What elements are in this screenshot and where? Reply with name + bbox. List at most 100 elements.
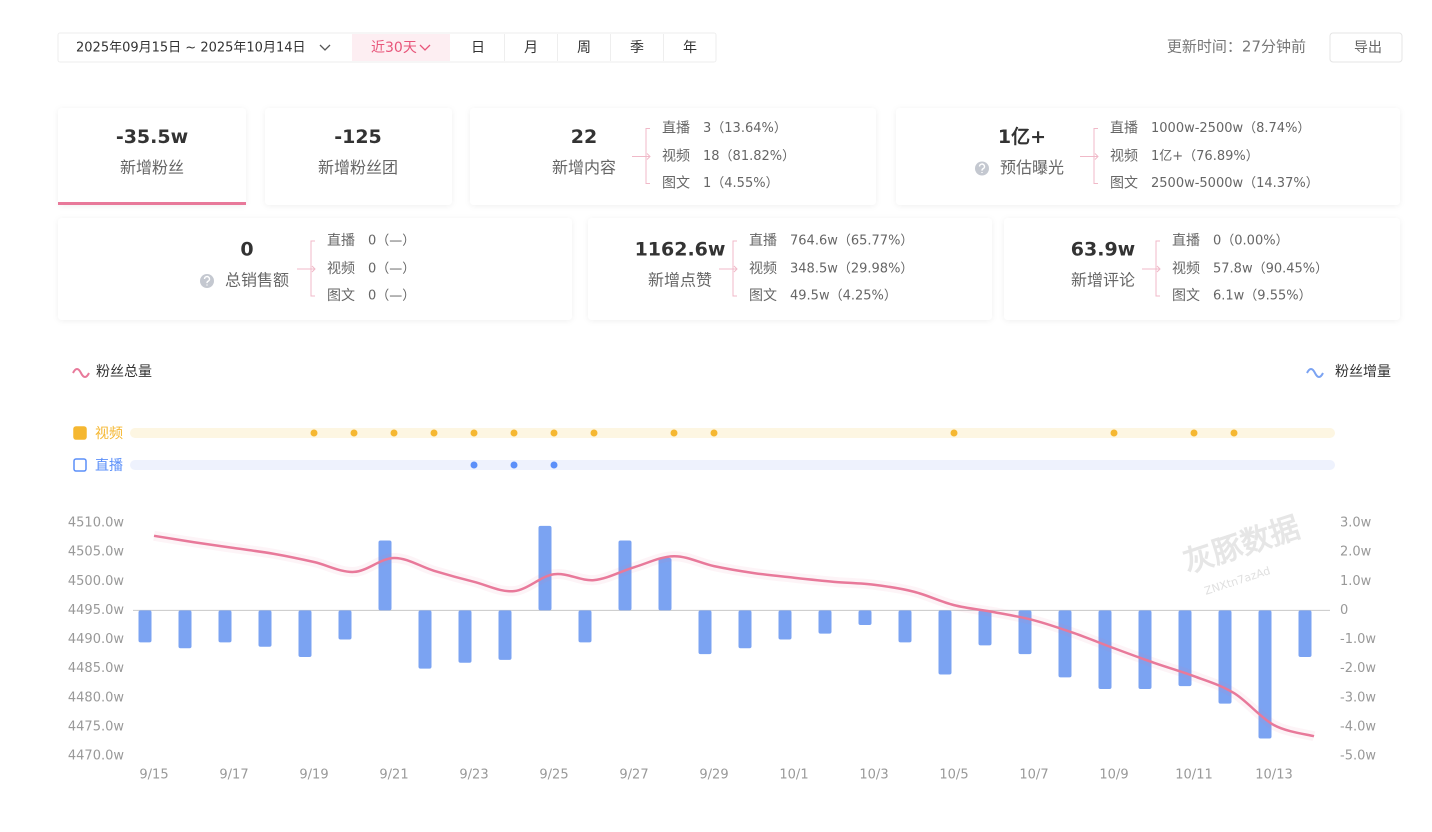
event-dot[interactable]	[470, 461, 478, 469]
event-dot[interactable]	[1230, 429, 1238, 437]
event-dot[interactable]	[510, 429, 518, 437]
card[interactable]	[58, 108, 246, 205]
bar[interactable]	[338, 610, 352, 640]
update-time: 更新时间：27分钟前	[1167, 38, 1306, 56]
help-icon[interactable]	[975, 161, 989, 176]
bar[interactable]	[1258, 610, 1272, 739]
card-label: 新增评论	[1071, 271, 1135, 290]
bar[interactable]	[458, 610, 472, 663]
bar[interactable]	[658, 557, 672, 611]
bar[interactable]	[178, 610, 192, 649]
bar[interactable]	[138, 610, 152, 643]
bar[interactable]	[978, 610, 992, 646]
breakdown-value: 6.1w（9.55%）	[1213, 289, 1312, 304]
event-dot[interactable]	[1190, 429, 1198, 437]
bar[interactable]	[578, 610, 592, 643]
help-glyph	[203, 275, 211, 286]
period-tab[interactable]: 周	[577, 40, 591, 56]
quick-range-bg[interactable]	[352, 34, 450, 61]
event-dot[interactable]	[310, 429, 318, 437]
event-dot[interactable]	[550, 429, 558, 437]
breakdown-value: 0（0.00%）	[1213, 234, 1289, 249]
event-dot[interactable]	[950, 429, 958, 437]
breakdown-name: 直播	[327, 232, 355, 249]
bar[interactable]	[818, 610, 832, 634]
bar[interactable]	[1058, 610, 1072, 678]
card-label: 总销售额	[225, 271, 289, 290]
event-dot[interactable]	[550, 461, 558, 469]
card[interactable]	[588, 218, 992, 320]
y2-tick-label: -4.0w	[1340, 719, 1376, 734]
bar[interactable]	[538, 525, 552, 611]
bar[interactable]	[1018, 610, 1032, 655]
bar[interactable]	[378, 540, 392, 611]
x-tick-label: 10/5	[939, 768, 968, 783]
x-tick-label: 9/29	[699, 768, 728, 783]
period-tab[interactable]: 季	[630, 40, 644, 56]
date-range[interactable]: 2025年09月15日 ~ 2025年10月14日	[76, 41, 306, 56]
event-dot[interactable]	[670, 429, 678, 437]
bar[interactable]	[298, 610, 312, 657]
breakdown-name: 视频	[327, 261, 355, 277]
bar[interactable]	[1138, 610, 1152, 690]
y-tick-label: 4490.0w	[68, 632, 124, 647]
event-dot[interactable]	[710, 429, 718, 437]
y2-tick-label: 0	[1340, 603, 1348, 618]
x-tick-label: 10/7	[1019, 768, 1048, 783]
event-dot[interactable]	[350, 429, 358, 437]
event-dot[interactable]	[510, 461, 518, 469]
event-dot[interactable]	[590, 429, 598, 437]
legend-label[interactable]: 粉丝增量	[1335, 364, 1391, 380]
bar[interactable]	[1178, 610, 1192, 687]
event-dot[interactable]	[1110, 429, 1118, 437]
card-value: 1162.6w	[635, 239, 726, 261]
export-label[interactable]: 导出	[1354, 40, 1382, 56]
x-tick-label: 10/3	[859, 768, 888, 783]
card-value: -35.5w	[116, 126, 188, 148]
card[interactable]	[470, 108, 876, 205]
event-dot[interactable]	[430, 429, 438, 437]
card-value: 22	[571, 126, 597, 148]
bar[interactable]	[938, 610, 952, 675]
bar[interactable]	[898, 610, 912, 643]
bar[interactable]	[218, 610, 232, 643]
card-label: 新增粉丝团	[318, 158, 398, 177]
bar[interactable]	[1298, 610, 1312, 657]
event-dot[interactable]	[390, 429, 398, 437]
bar[interactable]	[498, 610, 512, 660]
card-value: 63.9w	[1071, 239, 1135, 261]
event-dot[interactable]	[470, 429, 478, 437]
bar[interactable]	[698, 610, 712, 655]
bar[interactable]	[258, 610, 272, 647]
bar[interactable]	[618, 540, 632, 611]
event-label: 视频	[95, 426, 123, 442]
period-tab[interactable]: 月	[524, 40, 538, 56]
bar[interactable]	[418, 610, 432, 669]
breakdown-name: 直播	[1172, 232, 1200, 249]
help-icon[interactable]	[200, 274, 214, 288]
breakdown-name: 图文	[1172, 288, 1200, 304]
card[interactable]	[1004, 218, 1400, 320]
x-tick-label: 10/13	[1255, 768, 1292, 783]
legend-icon	[1306, 368, 1324, 378]
bar[interactable]	[1218, 610, 1232, 704]
export-button[interactable]	[1329, 32, 1403, 63]
bar[interactable]	[858, 610, 872, 625]
breakdown-value: 0（—）	[368, 262, 415, 277]
card[interactable]	[896, 108, 1400, 205]
period-tab[interactable]: 年	[683, 40, 697, 56]
y2-tick-label: 1.0w	[1340, 574, 1372, 589]
event-track	[130, 460, 1335, 470]
legend-label[interactable]: 粉丝总量	[96, 364, 152, 380]
period-tab[interactable]: 日	[471, 40, 485, 56]
card[interactable]	[265, 108, 452, 205]
breakdown-value: 764.6w（65.77%）	[790, 234, 913, 249]
watermark: 灰豚数据	[1179, 510, 1304, 580]
x-tick-label: 10/11	[1175, 768, 1212, 783]
bar[interactable]	[1098, 610, 1112, 690]
bar[interactable]	[738, 610, 752, 649]
bar[interactable]	[778, 610, 792, 640]
y-tick-label: 4480.0w	[68, 690, 124, 705]
quick-range[interactable]: 近30天	[371, 40, 417, 56]
y2-tick-label: 3.0w	[1340, 516, 1372, 531]
